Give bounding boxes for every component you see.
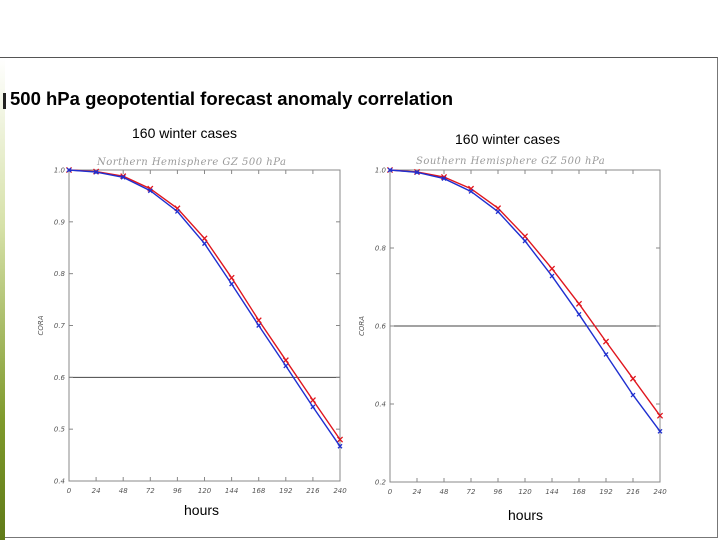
left-ytick-label: 0.5: [54, 426, 66, 434]
left-series-red-point: [228, 274, 235, 281]
left-ytick-label: 0.9: [54, 218, 66, 226]
left-xtick-label: 144: [225, 487, 238, 495]
right-ytick-label: 0.8: [375, 245, 387, 253]
left-xtick-label: 24: [92, 487, 101, 495]
right-xtick-label: 96: [494, 488, 503, 496]
right-xtick-label: 240: [653, 488, 667, 496]
left-xtick-label: 48: [119, 487, 128, 495]
right-series-red-point: [521, 233, 529, 240]
left-series-blue-point: [174, 209, 180, 214]
right-series-red-point: [575, 300, 583, 307]
slide-frame: [0, 57, 718, 538]
slide-title: 500 hPa geopotential forecast anomaly co…: [10, 88, 454, 109]
left-xtick-label: 120: [198, 487, 212, 495]
right-series-red-point: [656, 412, 664, 419]
right-ytick-label: 0.4: [375, 401, 386, 409]
left-series-red-point: [282, 357, 289, 364]
left-ytick-label: 0.6: [54, 374, 66, 382]
left-xtick-label: 96: [173, 487, 182, 495]
left-series-blue-point: [256, 323, 262, 328]
right-series-blue-point: [468, 188, 474, 194]
right-xtick-label: 168: [572, 488, 586, 496]
slide-accent-bar: [0, 58, 5, 540]
left-series-red-line: [68, 169, 341, 440]
left-series-blue-point: [283, 363, 289, 369]
left-yaxis-label: CORA: [37, 315, 45, 335]
left-series-blue-point: [93, 169, 99, 175]
left-series-blue-point: [337, 443, 343, 449]
right-xtick-label: 24: [413, 488, 422, 496]
title-marker: [3, 93, 6, 109]
left-xtick-label: 192: [279, 487, 293, 495]
right-series-blue-line: [389, 169, 661, 432]
left-xtick-label: 240: [333, 487, 347, 495]
left-series-blue-point: [229, 281, 235, 287]
right-xaxis-label: hours: [508, 507, 544, 523]
left-xtick-label: 72: [146, 487, 155, 495]
right-ytick-label: 0.2: [375, 479, 387, 487]
right-xtick-label: 144: [545, 488, 558, 496]
left-plot-title: Northern Hemisphere GZ 500 hPa: [97, 157, 287, 168]
right-xtick-label: 0: [388, 488, 393, 496]
right-series-blue-point: [657, 428, 663, 434]
left-xtick-label: 0: [67, 487, 72, 495]
left-ytick-label: 0.7: [54, 322, 66, 330]
left-xtick-label: 168: [252, 487, 266, 495]
left-series-blue-point: [310, 404, 316, 410]
left-series-blue-point: [202, 241, 207, 247]
right-series-red-point: [629, 375, 637, 382]
right-series-red-line: [389, 169, 661, 417]
right-xtick-label: 216: [626, 488, 640, 496]
right-series-blue-point: [441, 176, 447, 182]
left-series-blue-point: [147, 188, 153, 194]
left-series-red-point: [309, 397, 316, 404]
right-series-blue-point: [495, 209, 501, 215]
left-subtitle: 160 winter cases: [132, 125, 238, 141]
right-ytick-label: 1.0: [375, 167, 387, 175]
left-ytick-label: 0.4: [54, 478, 65, 486]
right-xtick-label: 48: [440, 488, 449, 496]
right-xtick-label: 72: [467, 488, 476, 496]
right-series-red-point: [548, 265, 556, 272]
left-series-blue-line: [68, 169, 341, 447]
right-series-blue-point: [522, 238, 528, 244]
left-series-blue-point: [120, 174, 126, 180]
right-series-blue-point: [387, 167, 393, 173]
left-ytick-label: 1.0: [54, 167, 66, 175]
right-subtitle: 160 winter cases: [455, 131, 561, 147]
right-series-blue-point: [414, 169, 420, 175]
left-xaxis-label: hours: [184, 502, 220, 518]
left-plot-area: [68, 169, 341, 482]
left-series-blue-point: [66, 167, 72, 173]
right-series-blue-point: [630, 392, 636, 398]
right-series-blue-point: [549, 273, 555, 279]
right-series-blue-point: [603, 352, 609, 357]
right-series-blue-point: [576, 311, 582, 317]
left-ytick-label: 0.8: [54, 270, 66, 278]
right-plot-title: Southern Hemisphere GZ 500 hPa: [416, 156, 606, 167]
right-yaxis-label: CORA: [358, 316, 366, 336]
left-xtick-label: 216: [306, 487, 320, 495]
right-xtick-label: 192: [599, 488, 613, 496]
right-ytick-label: 0.6: [375, 323, 387, 331]
right-series-red-point: [602, 338, 610, 345]
left-series-red-point: [201, 235, 208, 242]
left-series-red-point: [336, 436, 344, 443]
right-xtick-label: 120: [518, 488, 532, 496]
